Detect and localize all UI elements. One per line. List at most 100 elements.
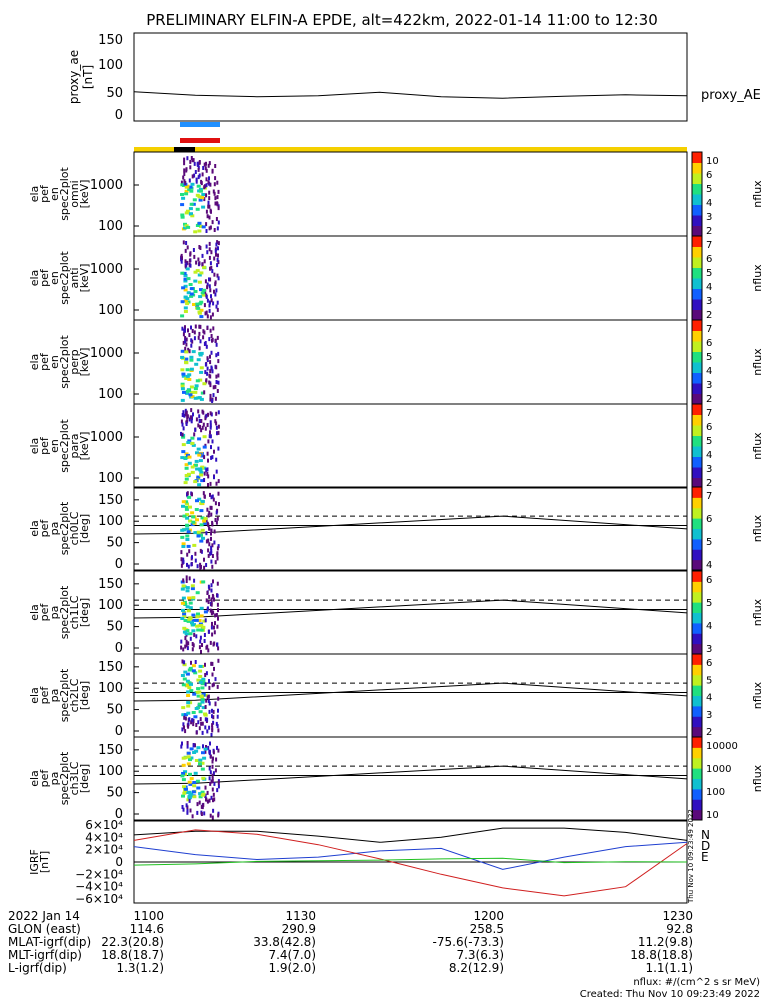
spectrogram-cell (182, 610, 187, 614)
colorbar-segment (692, 600, 702, 603)
spectrogram-cell (186, 805, 189, 810)
colorbar-tick: 3 (706, 296, 712, 307)
colorbar-segment (692, 627, 702, 630)
spectrogram-cell (188, 333, 191, 337)
panel-tick: 100 (98, 471, 123, 486)
spectrogram-cell (210, 548, 213, 553)
spectrogram-cell (186, 646, 189, 651)
spectrogram-cell (198, 324, 201, 329)
spectrogram-cell (209, 397, 212, 402)
spectrogram-cell (184, 189, 189, 193)
spectrogram-cell (185, 167, 188, 172)
spectrogram-cell (185, 629, 190, 633)
spectrogram-cell (211, 337, 214, 342)
spectrogram-cell (203, 197, 206, 202)
spectrogram-cell (205, 563, 208, 567)
spectrogram-cell (199, 424, 201, 429)
spectrogram-cell (204, 370, 207, 375)
spectrogram-cell (185, 502, 189, 506)
panel-tick: 50 (106, 620, 123, 635)
spectrogram-cell (203, 303, 206, 308)
spectrogram-cell (186, 552, 189, 557)
spectrogram-cell (196, 184, 201, 188)
spectrogram-cell (217, 220, 220, 225)
spectrogram-cell (205, 183, 208, 188)
spectrogram-cell (210, 298, 213, 303)
spectrogram-cell (190, 584, 195, 588)
spectrogram-cell (200, 767, 205, 771)
spectrogram-cell (215, 411, 218, 416)
spectrogram-cell (200, 804, 203, 809)
spectrogram-cell (212, 393, 215, 398)
spectrogram-cell (217, 351, 220, 356)
colorbar-segment (692, 637, 702, 640)
colorbar-segment (692, 503, 702, 507)
spectrogram-cell (217, 708, 219, 713)
panel-tick: −2×10⁴ (75, 867, 123, 881)
orbit-value: 1.3(1.2) (116, 961, 164, 975)
spectrogram-cell (187, 722, 190, 727)
panel-ylabel: ela (28, 687, 41, 704)
spectrogram-cell (183, 274, 188, 277)
spectrogram-cell (214, 396, 217, 401)
colorbar-segment (692, 524, 702, 527)
spectrogram-cell (186, 453, 190, 457)
spectrogram-cell (185, 527, 190, 531)
colorbar-segment (692, 168, 702, 172)
spectrogram-cell (183, 413, 186, 418)
spectrogram-cell (191, 647, 194, 652)
spectrogram-cell (216, 335, 219, 340)
spectrogram-cell (213, 597, 215, 602)
spectrogram-cell (201, 193, 206, 196)
spectrogram-cell (197, 175, 200, 180)
colorbar-segment (692, 597, 702, 601)
spectrogram-cell (214, 501, 217, 506)
colorbar-tick: 4 (706, 282, 712, 293)
spectrogram-cell (184, 248, 187, 253)
spectrogram-cell (187, 681, 192, 685)
spectrogram-cell (206, 423, 209, 427)
panel-tick: 1000 (90, 262, 123, 277)
colorbar-segment (692, 710, 702, 713)
colorbar-segment (692, 741, 702, 744)
colorbar-segment (692, 267, 702, 271)
spectrogram-cell (189, 385, 194, 389)
colorbar-segment (692, 581, 702, 584)
spectrogram-cell (211, 621, 213, 626)
colorbar-segment (692, 225, 702, 229)
panel-tick: 100 (98, 514, 123, 529)
spectrogram-cell (216, 684, 219, 689)
colorbar-segment (692, 815, 702, 819)
spectrogram-cell (216, 201, 219, 206)
colorbar-segment (692, 693, 702, 696)
spectrogram-cell (211, 593, 214, 598)
colorbar-segment (692, 278, 702, 281)
spectrogram-cell (202, 166, 205, 170)
colorbar-segment (692, 290, 702, 294)
colorbar-segment (692, 212, 702, 216)
spectrogram-cell (198, 795, 203, 799)
spectrogram-cell (209, 423, 212, 428)
colorbar-segment (692, 219, 702, 222)
spectrogram-cell (215, 217, 218, 221)
colorbar-segment (692, 701, 702, 705)
orbit-row-label: L-igrf(dip) (8, 961, 67, 975)
spectrogram-cell (214, 677, 217, 682)
spectrogram-cell (206, 790, 209, 795)
colorbar-segment (692, 418, 702, 422)
spectrogram-cell (184, 259, 187, 264)
orbit-value: 258.5 (470, 922, 504, 936)
spectrogram-cell (186, 300, 191, 304)
spectrogram-cell (204, 166, 207, 171)
spectrogram-cell (204, 362, 207, 367)
spectrogram-cell (207, 699, 210, 703)
spectrogram-cell (186, 277, 191, 281)
spectrogram-cell (195, 260, 198, 265)
spectrogram-cell (212, 792, 215, 797)
spectrogram-cell (196, 447, 201, 451)
panel-tick: 100 (98, 681, 123, 696)
spectrogram-cell (203, 162, 206, 167)
spectrogram-cell (184, 474, 189, 477)
colorbar-segment (692, 809, 702, 813)
spectrogram-cell (206, 467, 209, 472)
